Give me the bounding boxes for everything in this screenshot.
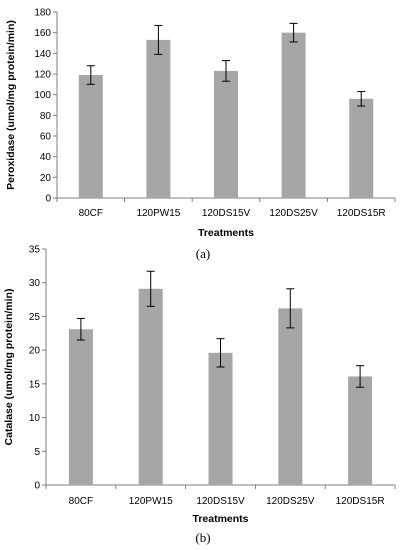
x-tick-label: 120DS15V [202, 208, 251, 219]
bar-80CF [68, 329, 93, 485]
y-tick-label: 5 [34, 447, 40, 458]
y-tick-label: 10 [29, 413, 41, 424]
bar-120DS25V [278, 308, 303, 485]
y-tick-label: 20 [29, 346, 41, 357]
bar-80CF [78, 75, 103, 198]
x-tick-label: 120DS25V [269, 208, 318, 219]
x-tick-label: 80CF [69, 496, 93, 507]
x-tick-label: 80CF [79, 208, 103, 219]
y-tick-label: 60 [40, 132, 52, 143]
bar-120PW15 [138, 288, 163, 485]
y-tick-label: 100 [34, 90, 51, 101]
y-tick-label: 140 [34, 49, 51, 60]
y-axis-title: Catalase (umol/mg protein/min) [3, 289, 15, 446]
chart-panel-a: 0 20 40 60 80 100 120 140 160 180 80CF 120PW15 120DS… [5, 8, 396, 261]
x-axis-title: Treatments [198, 227, 254, 239]
panel-label: (b) [195, 530, 210, 545]
bar-120DS15V [214, 70, 238, 198]
y-tick-label: 40 [40, 152, 52, 163]
y-tick-label: 30 [29, 278, 41, 289]
x-tick-label: 120DS25V [266, 496, 315, 507]
x-axis-title: Treatments [192, 513, 248, 525]
bar-120DS15R [349, 98, 374, 198]
bar-120DS15V [208, 352, 233, 485]
y-tick-label: 120 [34, 70, 51, 81]
y-tick-label: 20 [40, 173, 52, 184]
x-tick-label: 120DS15V [196, 496, 245, 507]
y-tick-label: 0 [45, 194, 51, 205]
y-tick-label: 35 [29, 245, 41, 256]
y-tick-label: 15 [29, 379, 41, 390]
chart-panel-b: 0 5 10 15 20 25 30 35 80CF 120PW15 120DS15V 120DS25… [3, 245, 396, 545]
panel-label: (a) [196, 246, 210, 261]
x-tick-label: 120PW15 [136, 208, 180, 219]
y-tick-label: 0 [34, 481, 40, 492]
y-tick-label: 25 [29, 312, 41, 323]
x-tick-label: 120PW15 [129, 496, 173, 507]
y-tick-label: 160 [34, 28, 51, 39]
y-tick-label: 80 [40, 111, 52, 122]
y-axis-title: Peroxidase (umol/mg protein/min) [5, 20, 17, 190]
x-tick-label: 120DS15R [337, 208, 386, 219]
bar-120PW15 [146, 39, 171, 199]
bar-120DS25V [281, 32, 306, 198]
x-tick-label: 120DS15R [336, 496, 385, 507]
bar-120DS15R [348, 376, 373, 485]
y-tick-label: 180 [34, 8, 51, 19]
